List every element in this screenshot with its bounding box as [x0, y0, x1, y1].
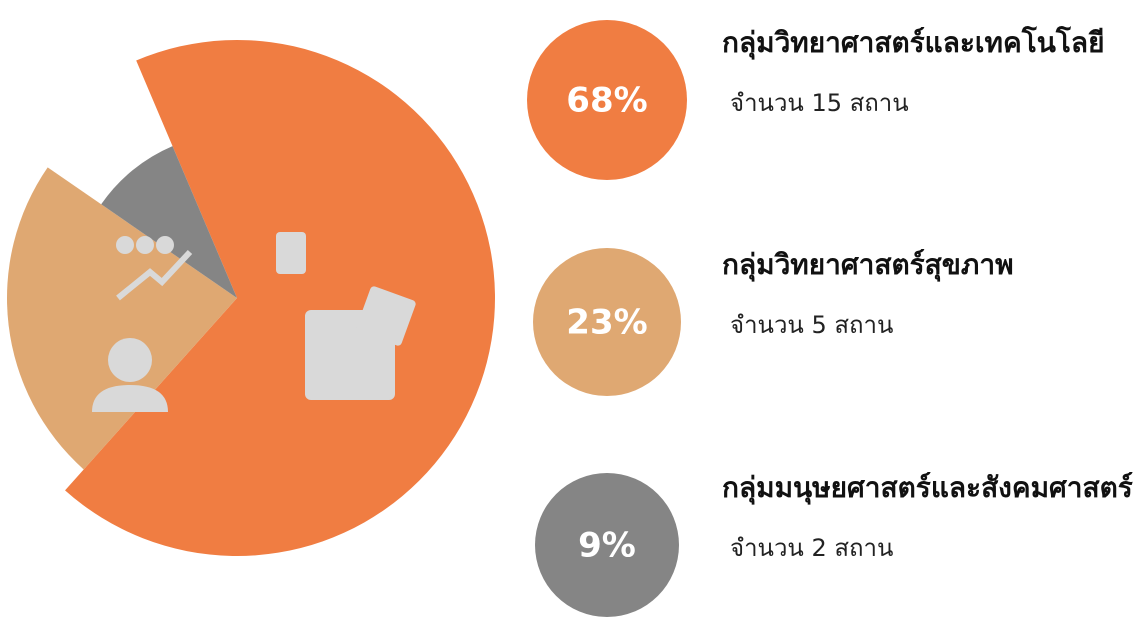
category-description: จำนวน 2 สถาน	[730, 534, 893, 562]
icons	[92, 232, 416, 412]
pie-slice	[7, 167, 238, 470]
percent-label: 9%	[578, 526, 636, 566]
category-title: กลุ่มวิทยาศาสตร์สุขภาพ	[722, 248, 1014, 282]
beaker-icon	[276, 232, 306, 274]
person-icon	[156, 236, 174, 254]
legend: 68% กลุ่มวิทยาศาสตร์และเทคโนโลยีจำนวน 15 …	[527, 20, 1133, 617]
percent-label: 68%	[566, 81, 647, 121]
category-description: จำนวน 5 สถาน	[730, 311, 893, 339]
doctor-head-icon	[108, 338, 152, 382]
growth-icon	[116, 249, 193, 301]
badge	[527, 20, 687, 180]
puzzle-piece-icon	[356, 286, 416, 346]
person-icon	[116, 236, 134, 254]
category-description: จำนวน 15 สถาน	[730, 89, 909, 117]
pie-slice	[101, 146, 238, 298]
badge	[535, 473, 679, 617]
percent-label: 23%	[566, 303, 647, 343]
pie-slice	[65, 39, 496, 556]
doctor-body-icon	[92, 385, 168, 412]
person-icon	[136, 236, 154, 254]
pie	[7, 39, 496, 556]
category-title: กลุ่มวิทยาศาสตร์และเทคโนโลยี	[722, 25, 1104, 60]
badge	[533, 248, 681, 396]
category-title: กลุ่มมนุษยศาสตร์และสังคมศาสตร์	[722, 471, 1133, 505]
